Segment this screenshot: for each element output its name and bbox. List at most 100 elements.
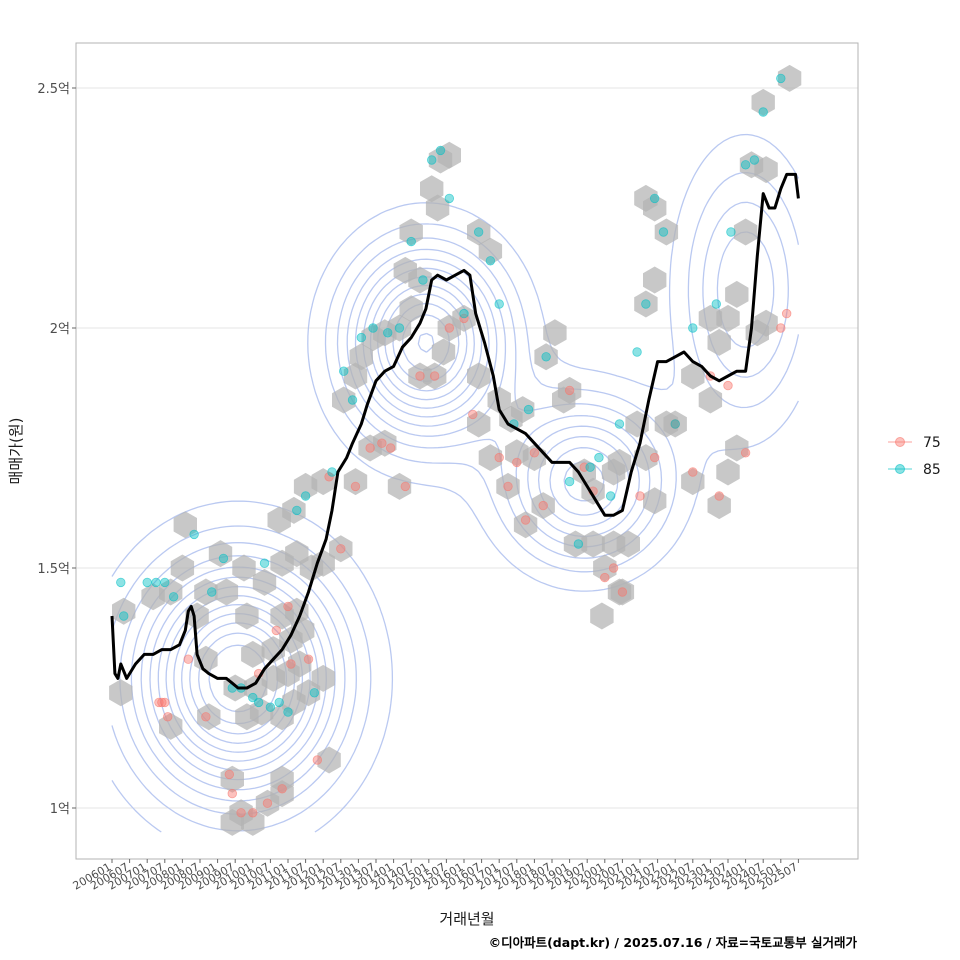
- hexbin: [511, 396, 535, 424]
- scatter-point-85: [168, 592, 179, 602]
- hexbin: [232, 554, 256, 582]
- scatter-point-75: [714, 491, 724, 501]
- hexbin: [373, 429, 397, 457]
- hexbin: [607, 448, 632, 476]
- scatter-point-85: [394, 323, 405, 333]
- hexbin: [349, 343, 373, 371]
- hexbin: [452, 304, 476, 332]
- scatter-point-85: [309, 688, 320, 698]
- hexbin: [194, 645, 218, 673]
- hexbin: [270, 765, 294, 793]
- scatter-point-75: [512, 457, 522, 468]
- hexbin: [543, 319, 567, 347]
- scatter-point-75: [248, 808, 258, 818]
- scatter-point-85: [356, 332, 367, 343]
- scatter-point-85: [292, 505, 302, 516]
- scatter-point-85: [564, 476, 575, 487]
- hexbin: [425, 194, 450, 222]
- hexbin: [467, 218, 491, 246]
- hexbin: [214, 578, 239, 606]
- hexbin: [557, 376, 582, 404]
- hexbin: [241, 640, 265, 668]
- scatter-point-75: [600, 572, 610, 583]
- scatter-point-75: [262, 798, 273, 808]
- hexbin: [590, 602, 614, 630]
- legend: 75 85: [888, 435, 941, 478]
- scatter-point-75: [649, 452, 660, 463]
- scatter-point-85: [541, 352, 551, 362]
- scatter-point-75: [444, 323, 455, 333]
- scatter-point-75: [723, 380, 733, 391]
- scatter-point-85: [776, 73, 786, 84]
- scatter-point-85: [435, 145, 446, 156]
- scatter-point-75: [608, 563, 619, 573]
- trend-line-layer: [110, 172, 800, 690]
- hexbin: [387, 472, 412, 500]
- scatter-point-85: [485, 256, 496, 266]
- scatter-point-85: [573, 539, 584, 549]
- plot-panel-border: [75, 42, 859, 860]
- scatter-point-75: [286, 659, 296, 669]
- hexbin: [467, 410, 491, 438]
- y-axis: 1억 1.5억 2억 2.5억: [37, 82, 76, 817]
- hexbin: [399, 295, 423, 323]
- scatter-point-75: [459, 313, 469, 324]
- scatter-point-85: [283, 707, 293, 717]
- hexbin: [399, 218, 423, 246]
- hexbin: [733, 218, 758, 246]
- hexbin: [311, 549, 335, 577]
- hexbin: [634, 444, 658, 472]
- scatter-point-75: [385, 443, 396, 453]
- hexbin: [616, 530, 640, 558]
- scatter-point-85: [444, 193, 455, 204]
- scatter-point-75: [617, 587, 628, 597]
- hexbin: [707, 492, 731, 520]
- hexbin: [513, 511, 538, 539]
- scatter-point-85: [418, 275, 428, 285]
- scatter-point-75: [415, 371, 425, 381]
- hexbin: [487, 386, 511, 414]
- hexbin: [197, 703, 221, 731]
- hexbin: [159, 712, 183, 740]
- legend-key-point: [895, 437, 905, 447]
- scatter-point-85: [427, 155, 437, 165]
- scatter-point-85: [274, 697, 284, 708]
- scatter-point-75: [365, 443, 375, 453]
- hexbin: [654, 218, 679, 246]
- hexbin: [572, 458, 596, 486]
- scatter-point-75: [538, 500, 548, 511]
- hexbin: [173, 511, 197, 539]
- hexbin: [643, 266, 667, 294]
- hexbin: [563, 530, 588, 558]
- scatter-point-75: [236, 808, 246, 818]
- scatter-point-85: [594, 452, 604, 463]
- scatter-point-85: [160, 577, 170, 588]
- legend-label: 75: [923, 435, 941, 451]
- hexbin: [311, 468, 335, 496]
- scatter-point-75: [429, 371, 440, 381]
- scatter-point-85: [711, 299, 721, 309]
- scatter-point-75: [324, 472, 334, 482]
- hexbin: [754, 156, 778, 184]
- hexbin: [343, 468, 368, 496]
- scatter-point-85: [259, 558, 270, 568]
- scatter-point-85: [339, 366, 349, 376]
- hexbin: [437, 141, 461, 169]
- scatter-point-75: [350, 481, 361, 492]
- scatter-point-85: [585, 462, 595, 472]
- scatter-point-85: [347, 395, 358, 405]
- hexbin: [716, 304, 740, 332]
- scatter-point-85: [265, 702, 276, 712]
- legend-label: 85: [923, 462, 941, 478]
- scatter-point-75: [400, 481, 411, 492]
- hexbin: [141, 583, 165, 611]
- scatter-point-85: [253, 697, 264, 708]
- hexbin: [249, 698, 274, 726]
- scatter-point-75: [635, 491, 645, 501]
- scatter-point-75: [564, 385, 575, 396]
- y-axis-title: 매매가(원): [7, 418, 25, 485]
- scatter-point-85: [459, 308, 469, 319]
- y-tick-label: 1억: [50, 802, 70, 817]
